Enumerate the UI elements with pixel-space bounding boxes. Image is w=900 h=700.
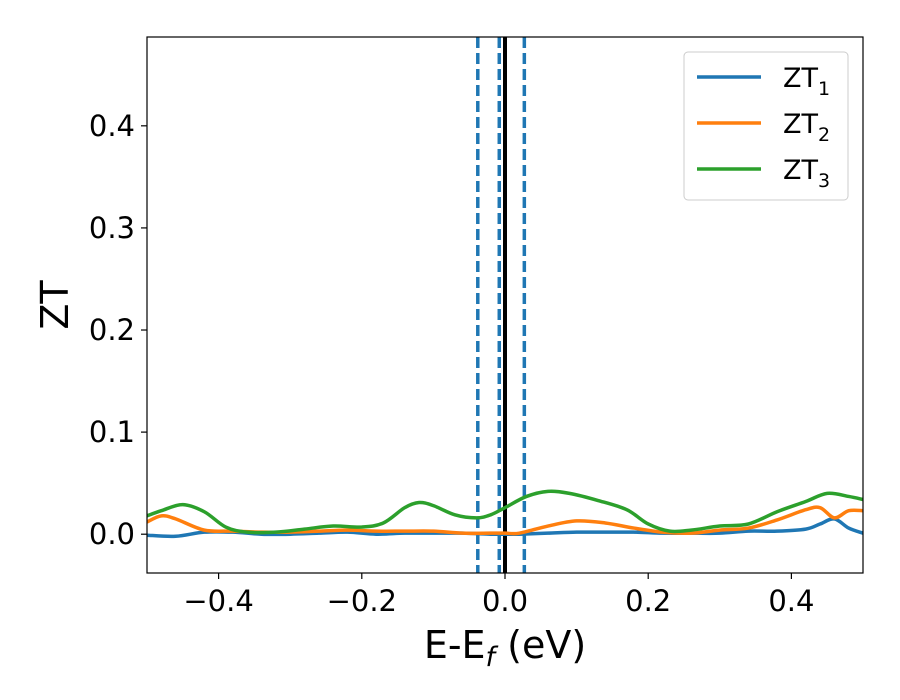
- reference-lines: [476, 37, 527, 573]
- legend-label-main: ZT: [783, 155, 818, 186]
- series-lines: [147, 489, 863, 539]
- x-axis-label-unit: (eV): [495, 623, 586, 667]
- legend-label-zt1: ZT1: [783, 63, 830, 100]
- y-tick-label: 0.2: [89, 313, 135, 347]
- x-tick-label: 0.2: [625, 584, 671, 618]
- series-line-zt3: [147, 489, 863, 535]
- x-tick-label: −0.2: [327, 584, 397, 618]
- legend-label-subscript: 1: [818, 78, 830, 100]
- x-tick-label: 0.0: [482, 584, 528, 618]
- y-tick-label: 0.1: [89, 415, 135, 449]
- legend-label-main: ZT: [783, 109, 818, 140]
- legend-label-zt2: ZT2: [783, 109, 830, 146]
- legend-label-subscript: 3: [818, 170, 830, 192]
- legend-label-zt3: ZT3: [783, 155, 830, 192]
- x-tick-label: 0.4: [768, 584, 814, 618]
- x-tick-label: −0.4: [183, 584, 253, 618]
- legend-label-main: ZT: [783, 63, 818, 94]
- y-axis-label: ZT: [33, 280, 77, 330]
- x-axis: −0.4 −0.2 0.0 0.2 0.4: [183, 573, 814, 618]
- x-axis-label-main: E-E: [424, 623, 486, 667]
- legend-box: [683, 51, 849, 201]
- y-axis: 0.0 0.1 0.2 0.3 0.4: [89, 109, 147, 551]
- y-tick-label: 0.4: [89, 109, 135, 143]
- x-axis-label: E-Ef (eV): [424, 623, 586, 673]
- y-tick-label: 0.0: [89, 517, 135, 551]
- legend-label-subscript: 2: [818, 124, 830, 146]
- y-tick-label: 0.3: [89, 211, 135, 245]
